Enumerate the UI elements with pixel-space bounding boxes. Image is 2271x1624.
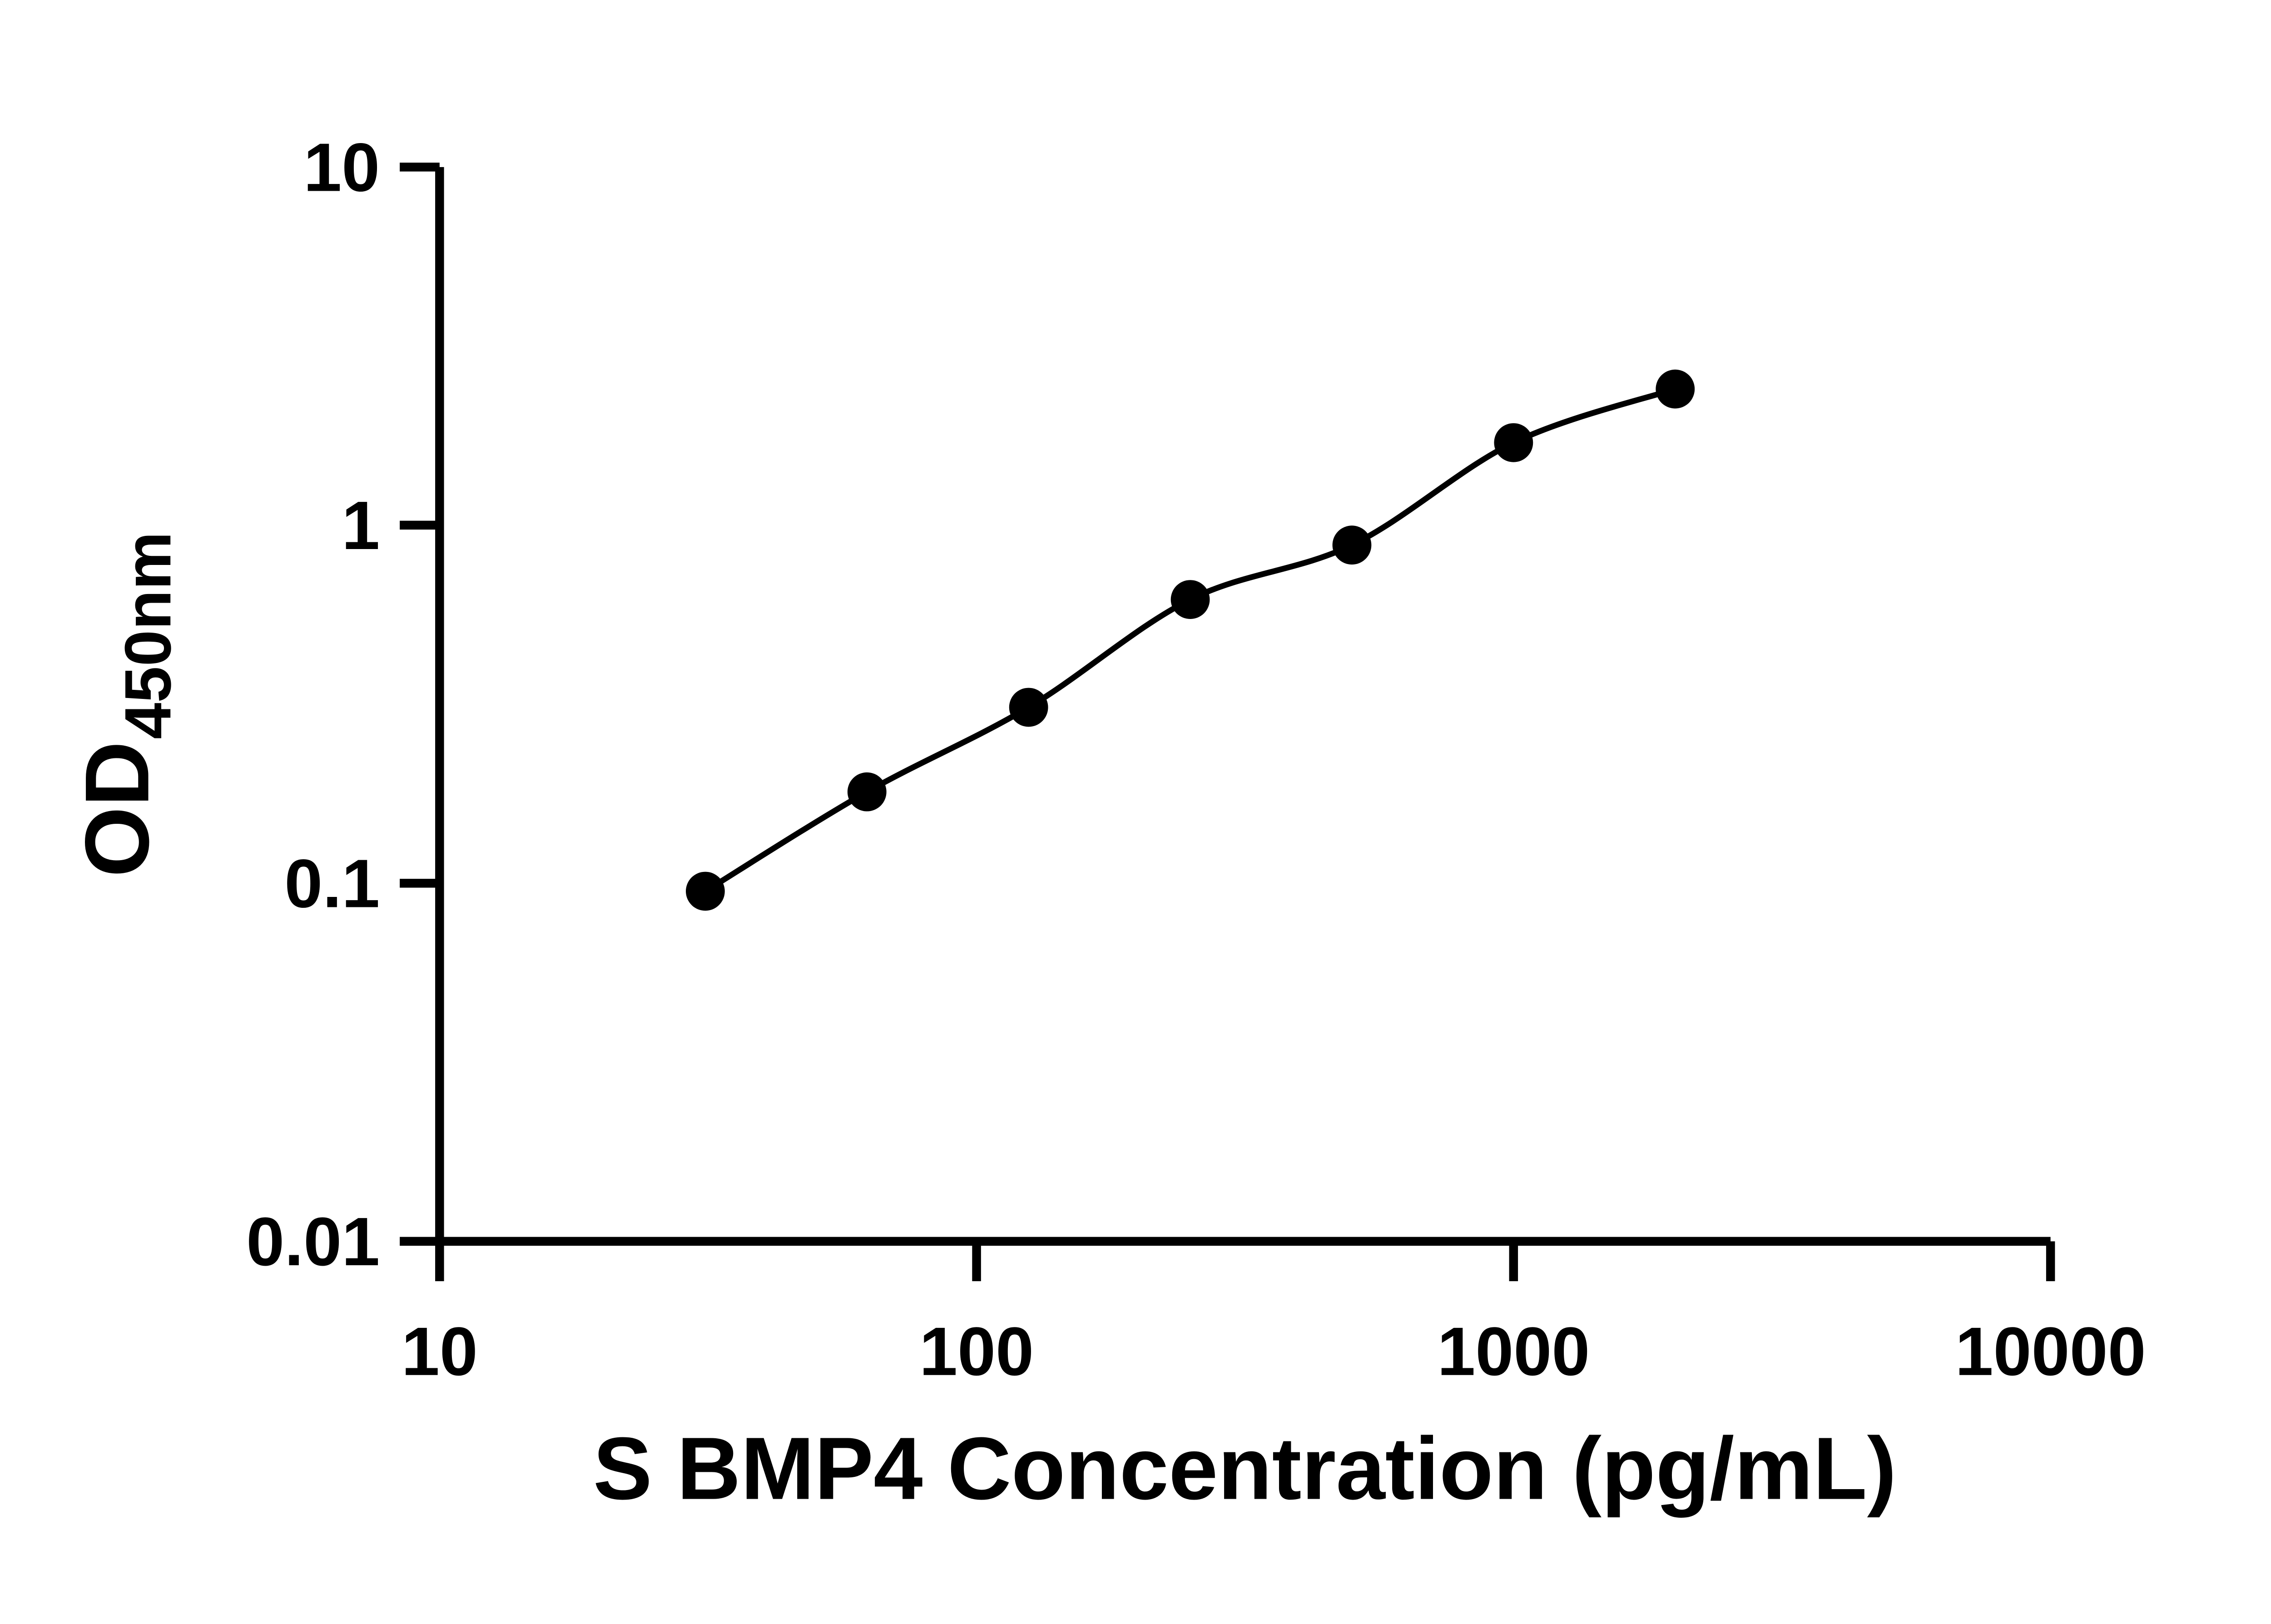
y-tick-label: 10 xyxy=(303,129,380,206)
y-axis-title: OD 450nm xyxy=(67,532,185,877)
y-axis-title-main: OD xyxy=(67,741,168,877)
data-point xyxy=(1009,688,1048,727)
y-axis-title-subscript: 450nm xyxy=(111,532,184,739)
x-tick-label: 10000 xyxy=(1955,1313,2146,1390)
y-tick-label: 0.1 xyxy=(284,846,380,922)
data-point xyxy=(847,772,887,812)
axis-spine xyxy=(435,167,2051,1246)
fit-curve xyxy=(702,386,1678,894)
x-tick-label: 10 xyxy=(402,1313,478,1390)
x-tick-label: 100 xyxy=(919,1313,1034,1390)
y-tick-label: 0.01 xyxy=(246,1203,380,1280)
data-point xyxy=(685,871,725,911)
data-point xyxy=(1656,369,1695,409)
y-tick-label: 1 xyxy=(342,487,380,564)
x-tick-label: 1000 xyxy=(1437,1313,1590,1390)
plot-area: 10 1 0.1 0.01 10 100 1000 10000 xyxy=(246,129,2146,1390)
data-point xyxy=(1170,580,1210,619)
data-point xyxy=(1332,525,1372,565)
x-axis-title: S BMP4 Concentration (pg/mL) xyxy=(593,1420,1897,1518)
data-point xyxy=(1494,423,1533,462)
